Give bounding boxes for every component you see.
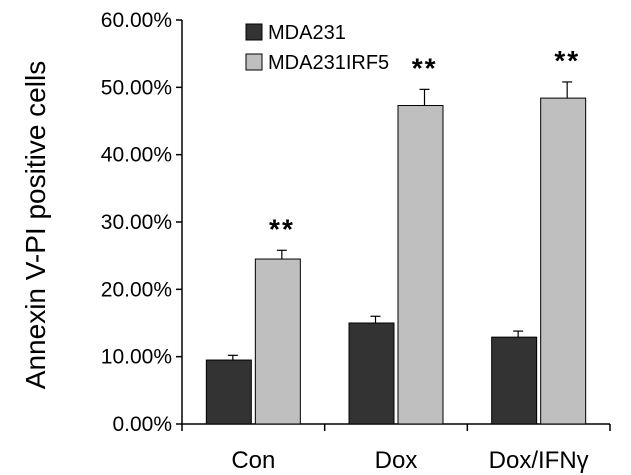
legend-label: MDA231IRF5 [268,52,389,74]
legend-label: MDA231 [268,22,346,44]
legend-swatch [245,53,263,71]
y-tick-label: 50.00% [101,76,172,99]
bars: ** Con ** Dox ** Dox/IFNγ [205,45,589,474]
bar [205,359,252,425]
bar [254,258,301,425]
y-tick-label: 40.00% [101,144,172,167]
y-axis-label: Annexin V-PI positive cells [20,61,51,389]
bar [491,336,538,425]
bar [348,322,395,425]
y-tick-label: 30.00% [101,211,172,234]
x-tick-label: Dox [375,447,418,474]
y-tick-label: 60.00% [101,9,172,32]
legend: MDA231 MDA231IRF5 [245,22,389,74]
y-tick-label: 0.00% [112,413,172,436]
bar [540,97,587,425]
y-tick-label: 10.00% [101,346,172,369]
y-tick-label: 20.00% [101,278,172,301]
significance-marker: ** [268,213,294,244]
significance-marker: ** [411,52,437,83]
legend-swatch [245,23,263,41]
bar [397,105,444,425]
significance-marker: ** [553,45,579,76]
x-tick-label: Dox/IFNγ [489,447,589,474]
x-tick-label: Con [231,447,275,474]
axes: 0.00% 10.00% 20.00% 30.00% 40.00% 50.00% 60.00… [101,9,611,436]
